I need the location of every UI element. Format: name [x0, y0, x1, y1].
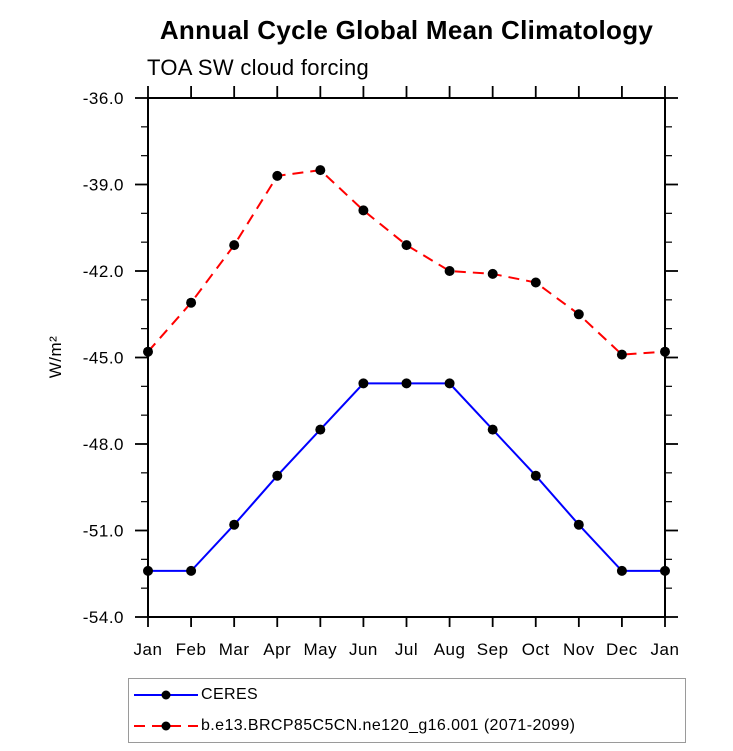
data-point-ceres [272, 470, 283, 481]
series-line-model [147, 169, 666, 356]
x-tick-label: Feb [176, 640, 207, 659]
x-tick-label: Jun [349, 640, 378, 659]
legend-entry-ceres: CERES [132, 681, 685, 709]
data-point-model [444, 266, 455, 276]
legend-line-sample-model [134, 721, 198, 731]
x-tick-label: Dec [606, 640, 638, 659]
x-tick-label: Nov [563, 640, 595, 659]
data-point-ceres [487, 424, 498, 435]
data-point-ceres [444, 378, 455, 389]
data-point-ceres [358, 378, 369, 389]
data-point-model [315, 165, 326, 176]
data-point-ceres [573, 519, 584, 530]
legend-label-model: b.e13.BRCP85C5CN.ne120_g16.001 (2071-209… [201, 716, 576, 734]
y-tick-label: -51.0 [83, 522, 124, 541]
y-tick-label: -36.0 [83, 89, 124, 108]
legend-label-ceres: CERES [201, 686, 259, 704]
legend-marker-model [161, 721, 171, 731]
data-point-model [616, 349, 627, 360]
data-point-model [573, 309, 584, 320]
data-point-ceres [315, 424, 326, 435]
x-tick-label: Jan [134, 640, 163, 659]
legend-marker-ceres [161, 690, 171, 700]
data-point-model [401, 240, 412, 251]
data-point-model [272, 170, 283, 181]
y-tick-label: -39.0 [83, 176, 124, 195]
x-tick-label: Oct [522, 640, 550, 659]
x-tick-label: Mar [219, 640, 250, 659]
data-point-model [358, 205, 369, 216]
x-tick-label: Jan [651, 640, 680, 659]
y-tick-label: -42.0 [83, 262, 124, 281]
x-tick-label: Apr [263, 640, 291, 659]
data-point-model [530, 277, 541, 288]
data-point-model [229, 240, 240, 251]
chart-title: Annual Cycle Global Mean Climatology [159, 15, 654, 45]
data-point-model [660, 346, 670, 357]
legend: CERES b.e13.BRCP85C5CN.ne120_g16.001 (20… [128, 678, 686, 743]
data-point-model [186, 297, 197, 308]
data-point-ceres [660, 565, 670, 576]
legend-line-sample-ceres [134, 690, 198, 700]
y-tick-label: -45.0 [83, 349, 124, 368]
data-point-ceres [616, 565, 627, 576]
data-point-ceres [143, 565, 153, 576]
y-tick-label: -54.0 [83, 608, 124, 627]
y-tick-label: -48.0 [83, 435, 124, 454]
x-tick-label: Aug [434, 640, 466, 659]
chart-subtitle: TOA SW cloud forcing [147, 55, 370, 80]
plot-border [147, 97, 666, 618]
legend-entry-model: b.e13.BRCP85C5CN.ne120_g16.001 (2071-209… [132, 712, 685, 740]
data-point-ceres [229, 519, 240, 530]
data-point-ceres [186, 565, 197, 576]
data-point-model [487, 268, 498, 279]
x-tick-label: Sep [477, 640, 509, 659]
x-tick-label: May [304, 640, 338, 659]
data-point-ceres [401, 378, 412, 389]
data-point-ceres [530, 470, 541, 481]
data-point-model [143, 346, 153, 357]
x-tick-label: Jul [395, 640, 418, 659]
series-line-ceres [148, 382, 665, 572]
